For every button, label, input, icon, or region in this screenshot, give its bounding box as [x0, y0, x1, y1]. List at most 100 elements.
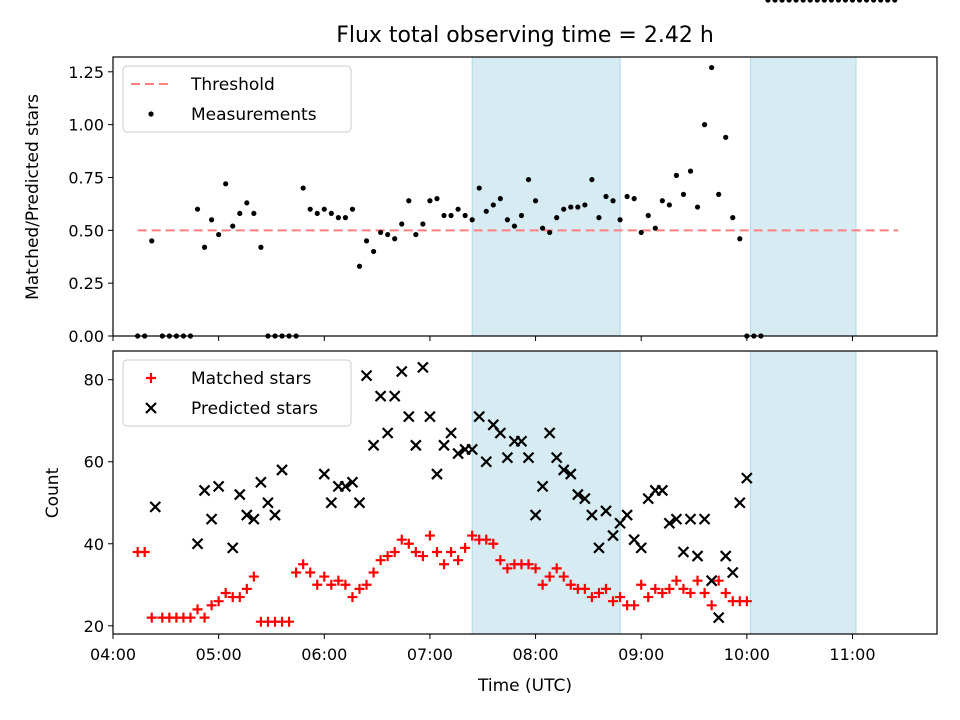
matched-star-point — [248, 571, 259, 582]
matched-star-point — [417, 551, 428, 562]
measurement-point — [793, 0, 799, 3]
axes-frame — [112, 56, 938, 337]
matched-star-point — [305, 567, 316, 578]
matched-star-point — [636, 579, 647, 590]
measurement-point — [216, 231, 222, 238]
measurement-point — [835, 0, 842, 3]
y-tick-label: 80 — [84, 371, 104, 390]
measurement-point — [878, 0, 884, 3]
measurement-point — [441, 212, 447, 219]
matched-star-point — [467, 530, 478, 541]
matched-star-point — [439, 559, 450, 570]
measurement-point — [363, 238, 370, 244]
matched-star-point — [382, 551, 393, 562]
predicted-star-point — [698, 513, 711, 525]
measurement-point — [589, 176, 595, 183]
predicted-star-point — [445, 427, 457, 439]
predicted-star-point — [395, 365, 408, 378]
matched-star-point — [375, 555, 386, 566]
x-axis-label: Time (UTC) — [477, 676, 572, 696]
matched-star-point — [298, 559, 309, 570]
matched-star-point — [593, 587, 604, 598]
measurement-point — [624, 193, 630, 200]
measurement-point — [251, 210, 257, 217]
predicted-star-point — [255, 476, 267, 489]
predicted-star-point — [550, 451, 563, 464]
legend-predicted-swatch — [145, 402, 157, 414]
matched-star-point — [671, 575, 682, 586]
matched-star-point — [284, 616, 295, 627]
predicted-star-point — [726, 566, 739, 579]
measurement-point — [807, 0, 813, 3]
legend-label: Matched stars — [191, 369, 311, 389]
predicted-star-point — [473, 410, 485, 423]
predicted-star-point — [374, 390, 387, 402]
measurement-point — [328, 210, 334, 217]
predicted-star-point — [529, 509, 542, 521]
measurement-point — [540, 225, 546, 231]
measurement-point — [659, 198, 665, 204]
measurement-point — [596, 215, 602, 221]
predicted-star-point — [705, 574, 718, 587]
predicted-star-point — [741, 472, 753, 484]
matched-star-point — [692, 575, 703, 586]
matched-star-point — [502, 563, 513, 574]
measurement-point — [885, 0, 891, 3]
measurement-point — [645, 212, 651, 219]
predicted-star-point — [586, 509, 598, 521]
legend-label: Measurements — [191, 105, 317, 125]
predicted-star-point — [719, 550, 732, 562]
measurement-point — [737, 236, 743, 242]
y-tick-label: 0.25 — [68, 274, 104, 293]
predicted-star-point — [663, 517, 676, 530]
matched-star-point — [530, 563, 541, 574]
predicted-star-point — [431, 468, 443, 480]
predicted-star-point — [205, 513, 218, 525]
matched-star-point — [453, 555, 464, 566]
measurement-point — [772, 0, 778, 3]
measurement-point — [842, 0, 849, 3]
measurement-point — [370, 248, 377, 255]
matched-star-point — [586, 592, 597, 603]
matched-star-point — [608, 596, 619, 607]
predicted-star-point — [438, 439, 450, 452]
matched-star-point — [615, 592, 626, 603]
measurement-point — [385, 231, 391, 238]
matched-star-point — [389, 546, 400, 557]
measurement-point — [814, 0, 820, 3]
y-tick-label: 1.00 — [68, 116, 104, 135]
predicted-star-point — [360, 369, 373, 382]
y-tick-label: 0.00 — [68, 327, 104, 346]
predicted-star-point — [198, 484, 211, 497]
measurement-point — [723, 134, 729, 140]
measurement-point — [800, 0, 806, 3]
x-tick-label: 11:00 — [829, 645, 875, 664]
measurement-point — [575, 204, 581, 210]
matched-star-point — [396, 534, 407, 545]
matched-star-point — [431, 546, 442, 557]
measurement-point — [716, 191, 722, 197]
measurement-point — [828, 0, 834, 3]
predicted-star-point — [403, 410, 415, 423]
measurement-point — [490, 202, 496, 208]
measurement-point — [237, 210, 243, 217]
matched-star-point — [706, 600, 717, 611]
bottom-y-axis-label: Count — [43, 467, 63, 518]
measurement-point — [194, 206, 201, 212]
measurement-point — [335, 215, 341, 221]
measurement-point — [434, 196, 440, 202]
matched-star-point — [340, 579, 351, 590]
matched-star-point — [312, 579, 323, 590]
measurement-point — [709, 64, 715, 71]
measurement-point — [871, 0, 877, 3]
matched-star-point — [368, 567, 379, 578]
shaded-interval-1 — [471, 56, 621, 337]
x-tick-label: 04:00 — [90, 645, 136, 664]
matched-star-point — [741, 596, 752, 607]
predicted-star-point — [565, 468, 577, 480]
predicted-star-point — [410, 439, 422, 452]
y-tick-label: 40 — [84, 535, 104, 554]
predicted-star-point — [262, 496, 274, 509]
legend-label: Predicted stars — [191, 399, 318, 419]
